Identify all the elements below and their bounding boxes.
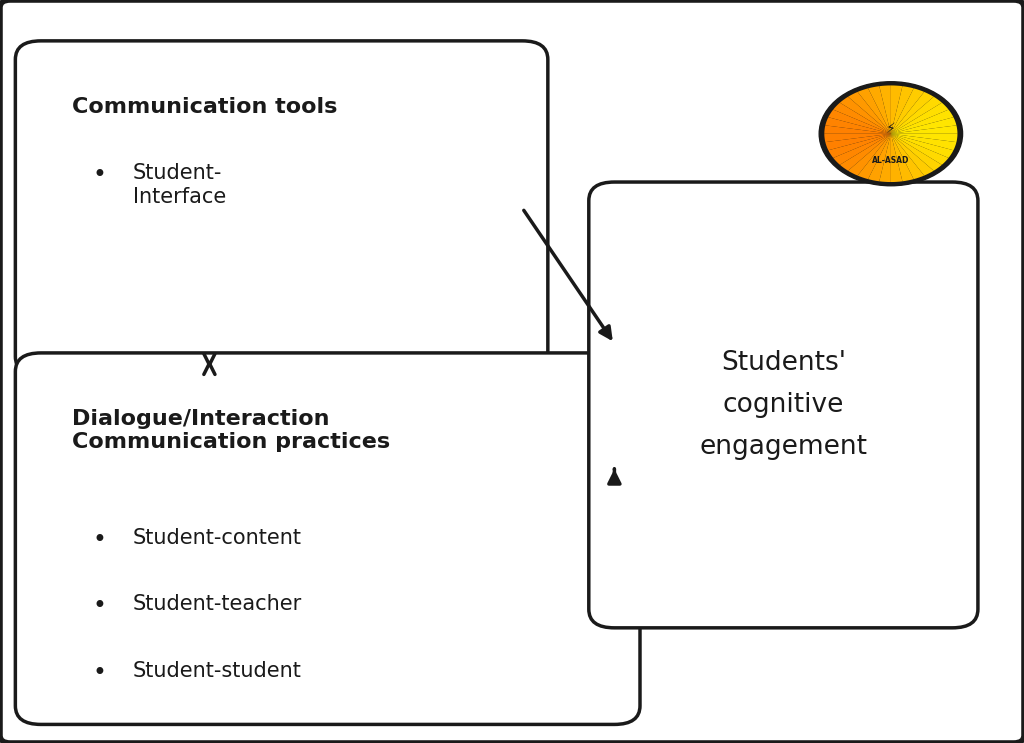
Wedge shape [858, 88, 891, 134]
Text: Student-teacher: Student-teacher [133, 594, 302, 614]
Wedge shape [825, 117, 891, 134]
Wedge shape [891, 110, 953, 134]
FancyBboxPatch shape [15, 353, 640, 724]
Wedge shape [880, 134, 891, 182]
Wedge shape [891, 134, 942, 171]
Wedge shape [825, 134, 891, 150]
Wedge shape [880, 85, 891, 134]
Wedge shape [891, 103, 948, 134]
Wedge shape [824, 134, 891, 142]
Text: Students'
cognitive
engagement: Students' cognitive engagement [699, 350, 867, 460]
Text: •: • [92, 163, 106, 187]
Text: ⚡: ⚡ [886, 122, 896, 136]
Wedge shape [891, 134, 957, 142]
Wedge shape [828, 110, 891, 134]
Text: Student-
Interface: Student- Interface [133, 163, 226, 207]
Wedge shape [848, 92, 891, 134]
Wedge shape [891, 88, 924, 134]
Text: Student-content: Student-content [133, 528, 302, 548]
Wedge shape [891, 134, 956, 150]
FancyBboxPatch shape [15, 41, 548, 375]
Text: Dialogue/Interaction
Communication practices: Dialogue/Interaction Communication pract… [72, 409, 390, 452]
Wedge shape [848, 134, 891, 175]
Wedge shape [891, 134, 902, 182]
Wedge shape [824, 126, 891, 134]
Wedge shape [840, 134, 891, 171]
Text: •: • [92, 661, 106, 685]
Wedge shape [840, 97, 891, 134]
Wedge shape [891, 97, 942, 134]
Text: AL-ASAD: AL-ASAD [872, 156, 909, 165]
Wedge shape [891, 134, 934, 175]
FancyBboxPatch shape [589, 182, 978, 628]
Wedge shape [857, 134, 891, 179]
Wedge shape [891, 134, 953, 158]
Wedge shape [834, 134, 891, 165]
Text: •: • [92, 528, 106, 551]
Wedge shape [891, 134, 948, 165]
Circle shape [819, 82, 963, 186]
Wedge shape [891, 86, 913, 134]
Wedge shape [834, 103, 891, 134]
Wedge shape [891, 92, 934, 134]
Wedge shape [891, 134, 913, 181]
Wedge shape [891, 85, 902, 134]
Wedge shape [828, 134, 891, 158]
Wedge shape [891, 134, 924, 179]
Text: •: • [92, 594, 106, 618]
Text: Communication tools: Communication tools [72, 97, 337, 117]
Text: Student-student: Student-student [133, 661, 302, 681]
Wedge shape [891, 126, 957, 134]
Wedge shape [868, 134, 891, 181]
Wedge shape [891, 117, 956, 134]
Wedge shape [868, 86, 891, 134]
